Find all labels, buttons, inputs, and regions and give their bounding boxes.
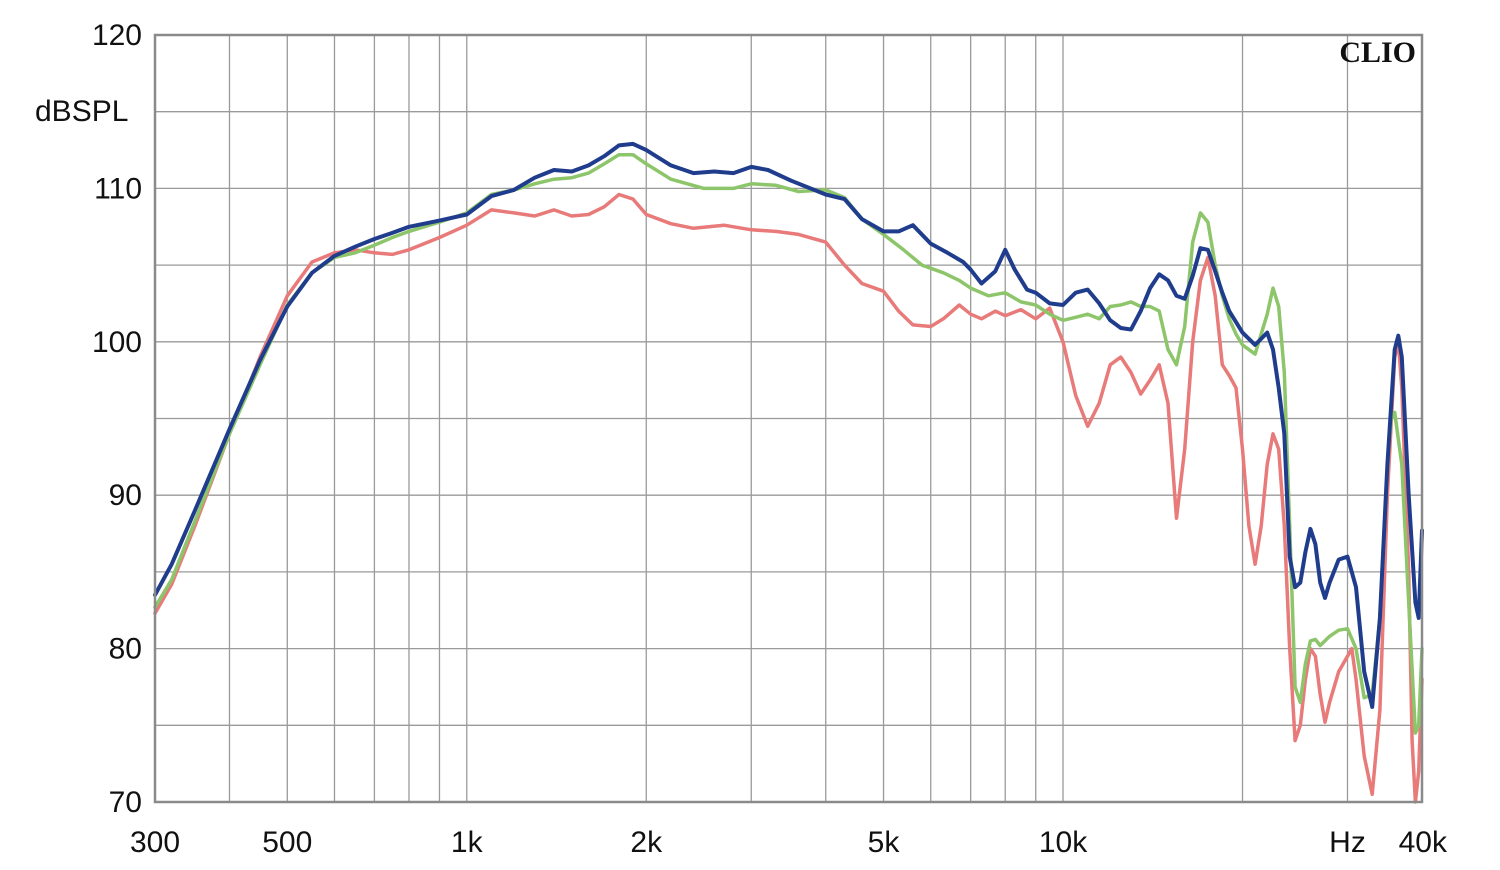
x-tick-label: 10k — [1039, 826, 1088, 859]
x-tick-label: 500 — [262, 826, 312, 859]
x-tick-label: 1k — [451, 826, 484, 859]
response-series-1 — [153, 192, 1424, 804]
y-tick-label: 80 — [109, 633, 142, 666]
x-tick-label: Hz — [1329, 826, 1366, 859]
x-tick-label: 2k — [630, 826, 663, 859]
y-tick-label: 70 — [109, 786, 142, 819]
y-tick-label: 110 — [94, 172, 142, 205]
x-tick-label: 300 — [130, 826, 180, 859]
y-axis-unit-label: dBSPL — [35, 95, 128, 128]
response-series-2 — [153, 152, 1424, 735]
grid-layer — [155, 35, 1422, 802]
y-tick-label: 120 — [92, 19, 142, 52]
brand-watermark: CLIO — [1339, 36, 1416, 69]
response-series-3 — [153, 141, 1424, 709]
x-tick-label: 5k — [868, 826, 901, 859]
plot-frame — [153, 33, 1424, 804]
label-layer: 120 110 100 90 80 70 300 500 1k 2k 5k 10k Hz 40k — [92, 19, 1448, 859]
y-tick-label: 100 — [92, 326, 142, 359]
series-layer — [153, 141, 1424, 804]
y-tick-label: 90 — [109, 479, 142, 512]
x-tick-label: 40k — [1399, 826, 1448, 859]
